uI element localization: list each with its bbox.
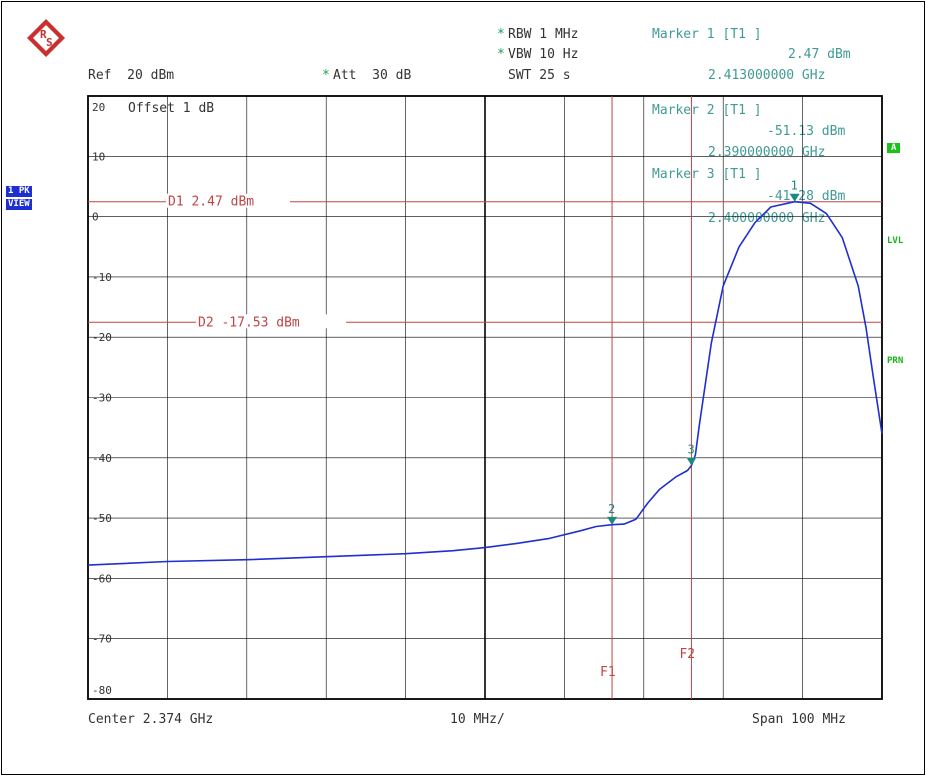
marker-3-number: 3: [687, 443, 694, 457]
offset-label: Offset 1 dB: [128, 101, 214, 116]
svg-text:R: R: [40, 28, 47, 41]
marker3-frequency: 2.400000000 GHz: [708, 211, 826, 226]
y-tick-label: -70: [92, 633, 112, 646]
spectrum-trace: [87, 200, 883, 566]
y-tick-label: -80: [92, 684, 112, 697]
frequency-line-label-f2: F2: [679, 647, 695, 662]
y-tick-label: -60: [92, 572, 112, 585]
sweep-time-label: SWT 25 s: [508, 68, 571, 83]
attenuation-label: Att 30 dB: [333, 68, 412, 83]
y-tick-label: -30: [92, 392, 112, 405]
ref-level-label: Ref 20 dBm: [88, 68, 175, 83]
marker-2-icon: [607, 516, 618, 525]
marker2-level: -51.13 dBm: [767, 124, 846, 139]
y-tick-label: -40: [92, 452, 112, 465]
y-tick-label: 10: [92, 150, 105, 163]
span-per-div-label: 10 MHz/: [450, 712, 505, 727]
y-tick-label: -20: [92, 331, 112, 344]
rbw-label: RBW 1 MHz: [508, 27, 579, 42]
print-tag: PRN: [887, 356, 904, 366]
y-tick-label: 0: [92, 211, 99, 224]
y-tick-label: -50: [92, 512, 112, 525]
marker1-frequency: 2.413000000 GHz: [708, 68, 826, 83]
display-line-label-bg: [166, 193, 290, 208]
marker3-label: Marker 3 [T1 ]: [652, 167, 762, 182]
att-star: *: [322, 68, 330, 83]
display-line-label-d2: D2 -17.53 dBm: [198, 315, 300, 330]
marker-3-icon: [686, 457, 697, 466]
marker2-label: Marker 2 [T1 ]: [652, 103, 762, 118]
span-label: Span 100 MHz: [752, 712, 846, 727]
rohde-schwarz-logo: R S: [27, 19, 65, 57]
marker1-level: 2.47 dBm: [788, 47, 851, 62]
trace-view-tag: VIEW: [6, 199, 32, 210]
marker-1-number: 1: [791, 179, 798, 193]
display-line-label-bg: [196, 314, 346, 329]
marker-1-icon: [789, 193, 800, 202]
y-tick-label: -10: [92, 271, 112, 284]
vbw-star: *: [497, 47, 505, 62]
plot-border: [87, 95, 883, 700]
marker-2-number: 2: [608, 502, 615, 516]
display-line-label-d1: D1 2.47 dBm: [168, 195, 254, 210]
level-tag: LVL: [887, 236, 904, 246]
trace-a-tag: A: [887, 143, 901, 153]
marker3-level: -41.28 dBm: [767, 189, 846, 204]
svg-text:S: S: [46, 36, 53, 49]
marker1-label: Marker 1 [T1 ]: [652, 27, 762, 42]
trace-mode-tag: 1 PK: [6, 186, 32, 197]
y-tick-label: 20: [92, 101, 105, 114]
rbw-star: *: [497, 27, 505, 42]
frequency-line-label-f1: F1: [600, 665, 616, 680]
center-frequency-label: Center 2.374 GHz: [88, 712, 214, 727]
vbw-label: VBW 10 Hz: [508, 47, 579, 62]
